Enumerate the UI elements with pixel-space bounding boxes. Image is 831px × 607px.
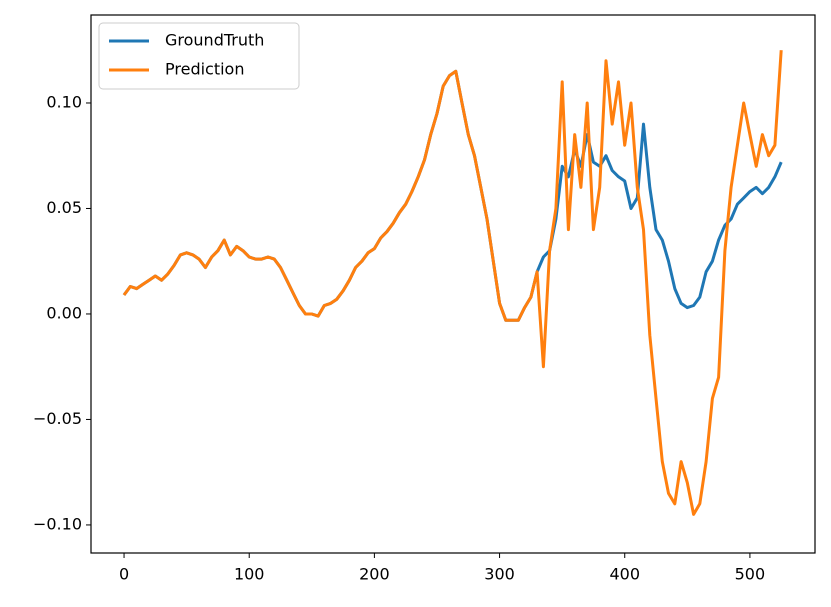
x-tick-label: 400 <box>609 565 640 584</box>
y-tick-label: −0.10 <box>33 514 82 533</box>
legend-label: Prediction <box>165 60 244 79</box>
y-tick-label: −0.05 <box>33 409 82 428</box>
y-tick-label: 0.10 <box>46 92 82 111</box>
x-tick-label: 200 <box>359 565 390 584</box>
x-tick-label: 300 <box>484 565 515 584</box>
y-tick-label: 0.05 <box>46 198 82 217</box>
legend-label: GroundTruth <box>165 31 264 50</box>
y-tick-label: 0.00 <box>46 303 82 322</box>
x-tick-label: 0 <box>119 565 129 584</box>
x-tick-label: 100 <box>234 565 265 584</box>
plot-frame <box>90 14 816 554</box>
series-line <box>122 69 783 322</box>
series-line <box>122 50 783 516</box>
x-tick-label: 500 <box>735 565 766 584</box>
